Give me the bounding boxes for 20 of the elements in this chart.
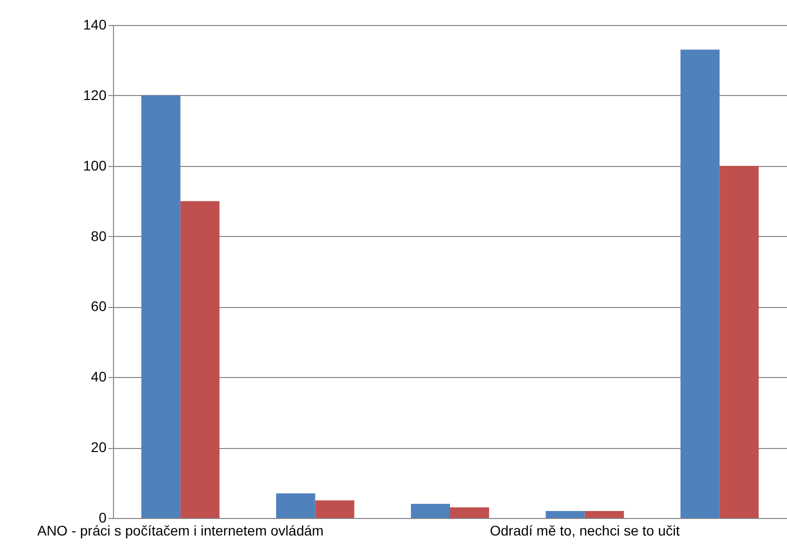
x-tick-label: Odradí mě to, nechci se to učit	[490, 522, 680, 538]
y-tick-label: 0	[98, 510, 107, 526]
bar	[720, 166, 759, 518]
x-tick-label: ANO - práci s počítačem i internetem ovládám	[37, 522, 324, 538]
bar	[180, 201, 220, 518]
y-tick-label: 40	[90, 368, 107, 385]
bar	[315, 500, 354, 518]
bar	[410, 504, 450, 518]
y-tick-label: 60	[90, 298, 107, 314]
bar	[584, 510, 624, 518]
y-tick-label: 80	[90, 228, 107, 244]
bar	[546, 510, 585, 518]
bar	[276, 493, 316, 518]
bar	[680, 50, 720, 518]
bar	[450, 507, 490, 518]
y-tick-label: 140	[83, 16, 107, 32]
bar	[141, 95, 180, 518]
y-tick-label: 120	[83, 86, 107, 103]
y-tick-label: 20	[90, 439, 107, 456]
y-tick-label: 100	[83, 157, 107, 174]
